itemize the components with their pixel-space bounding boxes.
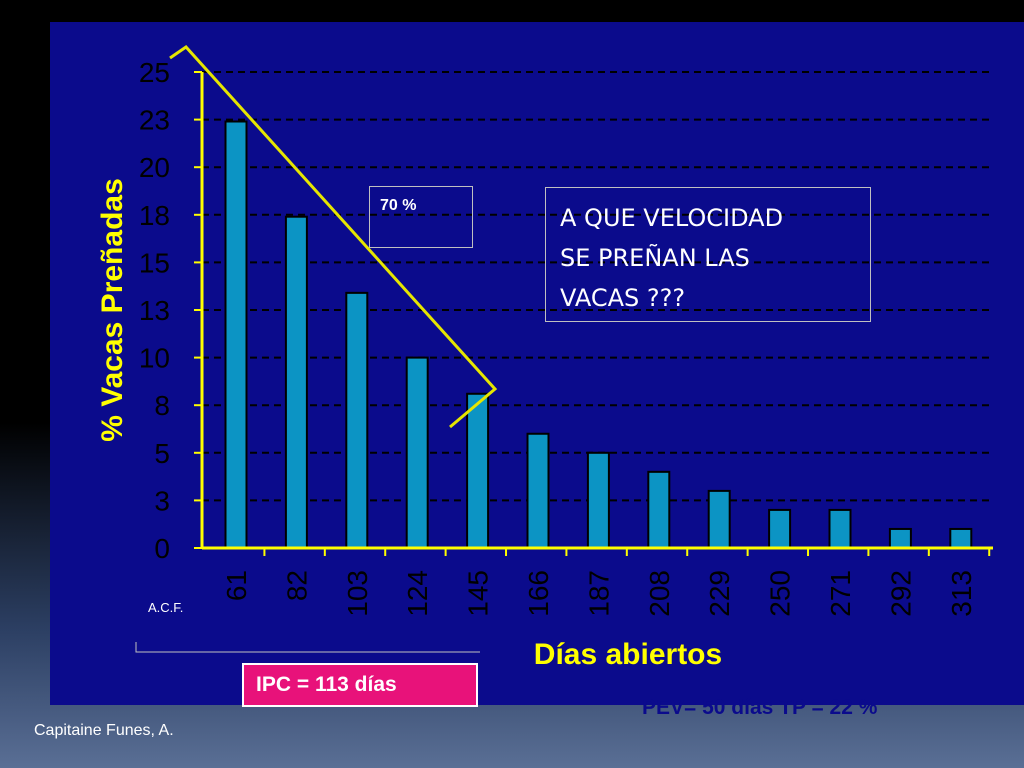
- bar: [526, 432, 550, 550]
- x-tick-label: 145: [463, 570, 494, 617]
- y-tick-label: 23: [139, 105, 170, 136]
- percent-box: 70 %: [369, 186, 473, 248]
- y-tick-label: 5: [154, 438, 170, 469]
- y-tick-label: 13: [139, 295, 170, 326]
- author-credit: Capitaine Funes, A.: [34, 722, 174, 739]
- y-tick-label: 8: [154, 390, 170, 421]
- y-tick-labels: 0 3 5 8 10 13 15 18 20 23 25: [139, 57, 170, 564]
- y-tick-label: 3: [154, 485, 170, 516]
- y-tick-label: 25: [139, 57, 170, 88]
- question-box: A QUE VELOCIDAD SE PREÑAN LAS VACAS ???: [545, 187, 871, 322]
- bar: [284, 215, 308, 549]
- trend-triangle-line: [169, 45, 498, 429]
- y-tick-label: 0: [154, 533, 170, 564]
- bar: [405, 356, 429, 549]
- x-tick-label: 208: [644, 570, 675, 617]
- x-tick-label: 61: [221, 570, 252, 601]
- x-tick-label: 82: [281, 570, 312, 601]
- x-tick-label: 187: [583, 570, 614, 617]
- y-tick-label: 18: [139, 200, 170, 231]
- chart-panel: 0 3 5 8 10 13 15 18 20 23 25 61 82 103 124 145 166 187 20…: [50, 22, 1024, 705]
- question-line-2: SE PREÑAN LAS: [560, 244, 750, 272]
- y-axis-label: % Vacas Preñadas: [96, 178, 129, 442]
- y-tick-label: 15: [139, 247, 170, 278]
- question-line-3: VACAS ???: [560, 284, 686, 312]
- bar: [647, 470, 671, 549]
- question-line-1: A QUE VELOCIDAD: [560, 204, 784, 232]
- bar-chart: 0 3 5 8 10 13 15 18 20 23 25 61 82 103 124 145 166 187 20…: [96, 45, 993, 671]
- bar: [466, 392, 490, 549]
- bar: [586, 451, 610, 549]
- bar: [345, 291, 369, 550]
- x-tick-label: 292: [885, 570, 916, 617]
- x-tick-label: 166: [523, 570, 554, 617]
- x-tick-label: 250: [765, 570, 796, 617]
- bar: [707, 489, 731, 550]
- x-tick-label: 103: [342, 570, 373, 617]
- bar: [949, 527, 973, 549]
- ipc-box: IPC = 113 días: [242, 663, 478, 707]
- x-tick-label: 271: [825, 570, 856, 617]
- acf-label: A.C.F.: [148, 600, 183, 615]
- x-tick-label: 229: [704, 570, 735, 617]
- bar: [828, 508, 852, 550]
- x-tick-label: 124: [402, 570, 433, 617]
- axes: [200, 72, 993, 550]
- x-axis-label: Días abiertos: [534, 638, 722, 671]
- bracket-line: [135, 642, 480, 653]
- x-tick-label: 313: [946, 570, 977, 617]
- pev-text: PEV= 50 días TP = 22 %: [642, 696, 878, 715]
- bar: [224, 120, 248, 549]
- bar: [768, 508, 792, 550]
- y-tick-label: 10: [139, 343, 170, 374]
- x-tick-labels: 61 82 103 124 145 166 187 208 229 250 271 292 313: [221, 570, 977, 617]
- y-tick-label: 20: [139, 152, 170, 183]
- bar: [888, 527, 912, 549]
